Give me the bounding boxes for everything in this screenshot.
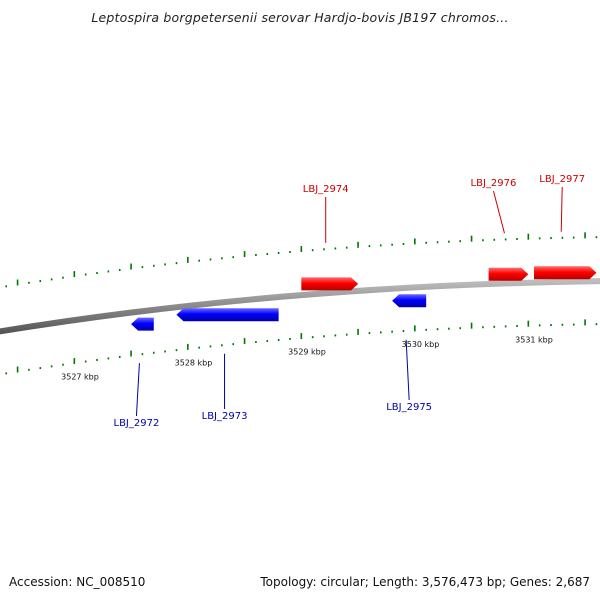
label-leader [135, 363, 140, 417]
gene-LBJ_2973[interactable] [176, 308, 279, 322]
gene-label-LBJ_2975[interactable]: LBJ_2975 [386, 402, 432, 413]
backbone [0, 278, 600, 335]
gene-label-LBJ_2973[interactable]: LBJ_2973 [202, 411, 248, 422]
reverse-tick-marks [5, 319, 598, 375]
scale-label: 3531 kbp [515, 336, 553, 345]
scale-label: 3527 kbp [61, 372, 99, 381]
accession-label: Accession: NC_008510 [9, 575, 146, 589]
genome-summary: Topology: circular; Length: 3,576,473 bp… [260, 575, 590, 589]
scale-labels: 3527 kbp 3528 kbp 3529 kbp 3530 kbp 3531 kbp… [61, 336, 553, 382]
gene-label-LBJ_2976[interactable]: LBJ_2976 [471, 178, 517, 189]
gene-labels: LBJ_2974LBJ_2976LBJ_2977LBJ_2978LBJ_2972… [114, 174, 586, 429]
scale-label: 3530 kbp [402, 340, 440, 349]
scale-label: 3529 kbp [288, 348, 326, 357]
gene-LBJ_2972[interactable] [131, 317, 154, 331]
label-leader [492, 190, 505, 234]
label-leader [405, 339, 410, 401]
gene-track[interactable] [131, 266, 600, 331]
forward-tick-marks [5, 232, 598, 288]
gene-LBJ_2974[interactable] [301, 277, 359, 291]
gene-label-LBJ_2972[interactable]: LBJ_2972 [114, 418, 160, 429]
label-leaders [135, 186, 563, 417]
gene-label-LBJ_2974[interactable]: LBJ_2974 [303, 184, 349, 195]
scale-label: 3528 kbp [175, 358, 213, 367]
map-title: Leptospira borgpetersenii serovar Hardjo… [91, 10, 509, 25]
gene-LBJ_2977[interactable] [534, 266, 597, 280]
gene-label-LBJ_2977[interactable]: LBJ_2977 [539, 174, 585, 185]
gene-LBJ_2975[interactable] [392, 294, 427, 308]
gene-LBJ_2976[interactable] [488, 267, 529, 281]
label-leader [560, 186, 563, 232]
